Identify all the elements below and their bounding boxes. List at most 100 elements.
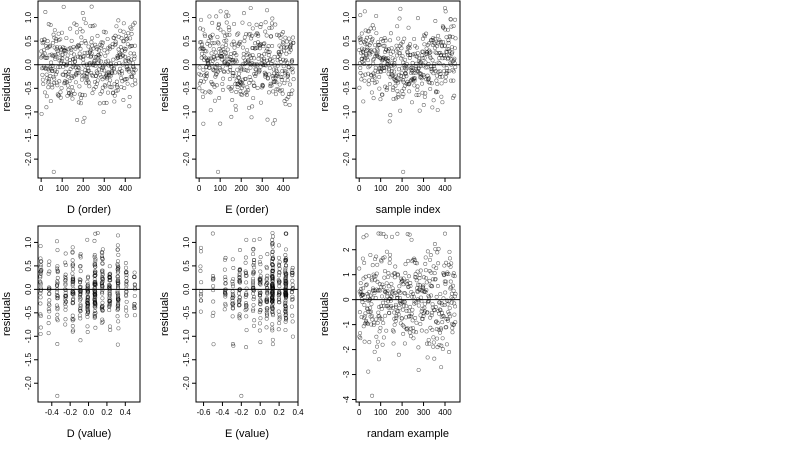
data-point [406, 258, 411, 263]
y-tick-label: -1.0 [182, 104, 191, 118]
data-point [382, 255, 387, 260]
data-point [423, 290, 428, 294]
data-point [230, 98, 235, 102]
data-point [290, 267, 295, 272]
data-point [220, 44, 225, 49]
data-point [119, 36, 124, 41]
data-point [213, 50, 218, 55]
data-point [412, 76, 417, 81]
data-point [55, 296, 60, 301]
data-point [447, 350, 452, 354]
data-point [59, 58, 64, 63]
data-point [408, 284, 413, 289]
data-point [218, 121, 223, 126]
data-point [400, 88, 405, 93]
data-point [443, 6, 447, 11]
data-point [123, 261, 128, 265]
data-point [110, 45, 115, 50]
data-point [123, 265, 128, 270]
data-point [408, 281, 413, 285]
data-point [227, 32, 232, 37]
data-point [123, 305, 128, 310]
data-point [382, 69, 387, 73]
data-point [68, 26, 73, 31]
data-point [428, 257, 432, 262]
data-point [289, 92, 294, 96]
data-point [92, 312, 97, 317]
data-point [244, 301, 249, 306]
data-point [230, 73, 235, 78]
data-point [384, 328, 389, 333]
data-point [369, 302, 374, 307]
data-point [215, 35, 220, 40]
data-point [63, 272, 68, 277]
data-point [258, 302, 263, 307]
data-point [223, 50, 228, 55]
data-point [372, 26, 376, 31]
data-point [78, 316, 83, 321]
data-point [128, 36, 133, 41]
data-point [424, 276, 429, 281]
data-point [211, 310, 216, 315]
data-point [378, 97, 383, 102]
data-point [114, 79, 119, 84]
data-point [371, 323, 376, 328]
data-point [415, 289, 420, 294]
data-point [400, 300, 405, 305]
data-point [97, 48, 101, 53]
data-point [93, 310, 98, 315]
data-point [107, 304, 112, 309]
data-point [431, 277, 435, 282]
data-point [380, 342, 385, 347]
data-point [379, 285, 384, 290]
data-point [82, 93, 87, 98]
data-point [206, 56, 211, 61]
data-point [367, 78, 372, 83]
data-point [90, 24, 95, 29]
data-point [408, 334, 413, 339]
data-point [78, 278, 83, 283]
data-point [372, 320, 376, 325]
data-point [63, 304, 68, 309]
data-point [237, 80, 242, 85]
data-point [244, 237, 249, 242]
data-point [126, 58, 131, 63]
data-point [112, 99, 117, 104]
data-point [367, 340, 372, 345]
data-point [223, 33, 227, 38]
data-point [357, 266, 362, 271]
data-point [77, 51, 82, 56]
data-point [423, 60, 428, 65]
data-point [97, 63, 102, 68]
data-point [379, 66, 384, 71]
data-point [446, 27, 450, 32]
data-point [237, 41, 242, 46]
data-point [250, 26, 255, 31]
data-point [107, 300, 112, 305]
data-point [85, 296, 90, 301]
data-point [105, 50, 110, 55]
data-point [125, 81, 130, 86]
data-point [240, 45, 245, 50]
data-point [271, 234, 275, 239]
data-point [288, 44, 293, 49]
data-point [373, 295, 378, 300]
data-point [417, 56, 422, 61]
data-point [211, 67, 216, 72]
data-point [269, 83, 274, 88]
data-point [207, 14, 212, 19]
data-point [420, 81, 425, 86]
data-point [115, 247, 120, 252]
data-point [278, 59, 283, 64]
data-point [437, 307, 442, 312]
data-point [374, 31, 379, 36]
data-point [405, 45, 410, 50]
data-point [63, 281, 68, 286]
data-point [281, 41, 286, 46]
data-point [85, 279, 90, 284]
data-point [440, 347, 445, 352]
data-point [440, 336, 445, 341]
data-point [245, 58, 250, 63]
data-point [450, 283, 455, 288]
data-point [370, 38, 375, 43]
